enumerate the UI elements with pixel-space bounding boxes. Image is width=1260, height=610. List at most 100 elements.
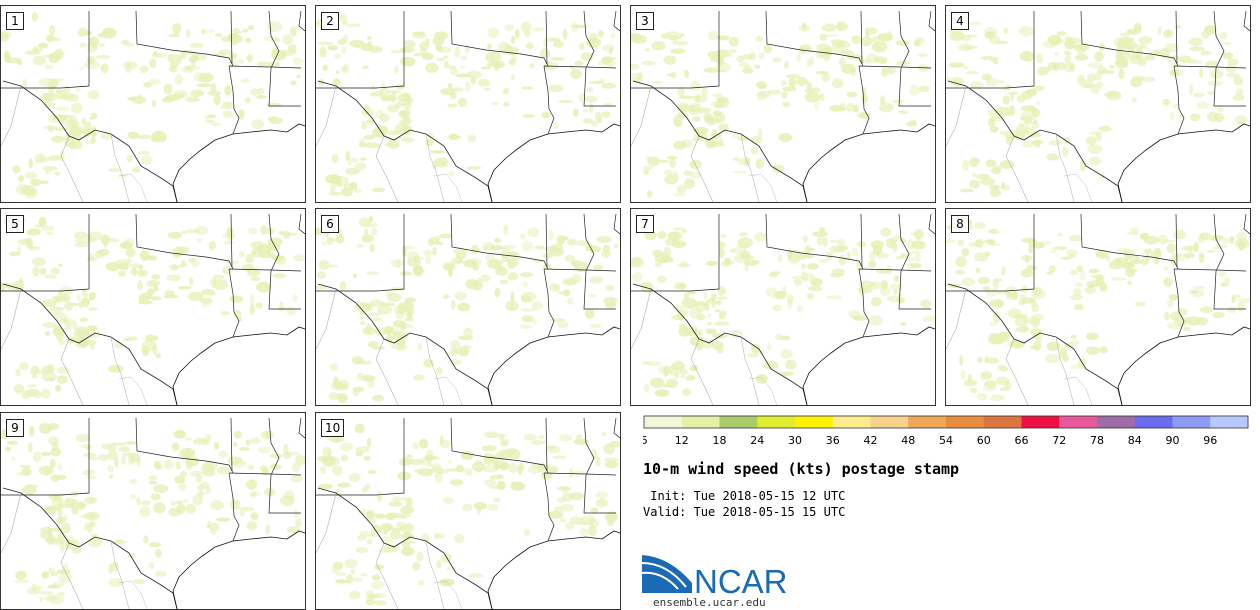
wind-blob	[778, 253, 783, 264]
wind-blob	[891, 99, 905, 104]
wind-blob	[371, 85, 376, 90]
wind-blob	[429, 455, 440, 461]
wind-blob	[510, 253, 521, 262]
wind-blob	[296, 74, 301, 79]
wind-blob	[196, 238, 203, 243]
wind-blob	[148, 78, 161, 85]
wind-blob	[184, 229, 201, 233]
wind-blob	[383, 530, 389, 535]
boundary-line	[860, 10, 863, 65]
wind-blob	[989, 188, 1002, 198]
boundary-line	[316, 214, 405, 292]
wind-blob	[201, 29, 206, 34]
wind-blob	[1131, 97, 1137, 103]
wind-blob	[1024, 255, 1030, 263]
wind-blob	[405, 497, 413, 509]
wind-blob	[374, 564, 385, 570]
wind-blob	[559, 518, 567, 523]
wind-blob	[530, 440, 545, 445]
wind-blob	[29, 370, 45, 375]
wind-blob	[798, 25, 811, 32]
wind-blob	[893, 235, 901, 240]
wind-blob	[1094, 51, 1104, 62]
wind-blob	[751, 343, 760, 354]
wind-blob	[403, 40, 416, 49]
wind-blob	[31, 583, 38, 591]
wind-blob	[552, 285, 560, 291]
wind-blob	[286, 526, 300, 534]
wind-blob	[51, 496, 64, 507]
wind-blob	[39, 596, 44, 603]
boundary-line	[858, 65, 870, 135]
wind-blob	[1164, 42, 1180, 53]
wind-blob	[565, 522, 575, 531]
wind-blob	[502, 244, 516, 249]
boundary-line	[298, 213, 305, 235]
wind-blob	[422, 52, 434, 61]
wind-blob	[381, 536, 393, 545]
wind-blob	[976, 173, 991, 180]
boundary-line	[172, 530, 305, 609]
wind-blob	[589, 103, 594, 113]
wind-blob	[1076, 265, 1084, 273]
wind-blob	[703, 291, 708, 300]
ncar-logo: NCAR	[642, 555, 788, 597]
wind-blob	[75, 88, 81, 92]
wind-blob	[92, 43, 98, 50]
wind-blob	[391, 496, 403, 503]
wind-blob	[363, 134, 376, 140]
wind-blob	[69, 490, 79, 497]
wind-blob	[196, 491, 207, 496]
wind-blob	[41, 371, 58, 382]
boundary-line	[316, 492, 337, 554]
wind-blob	[523, 433, 537, 441]
wind-blob	[430, 236, 440, 245]
boundary-line	[118, 173, 148, 202]
boundary-line	[316, 418, 405, 496]
wind-blob	[274, 256, 287, 265]
wind-blob	[1064, 55, 1072, 64]
wind-blob	[229, 53, 238, 60]
wind-blob	[218, 450, 228, 458]
wind-blob	[318, 259, 330, 270]
wind-blob	[983, 286, 990, 291]
wind-blob	[329, 183, 336, 194]
wind-blob	[873, 56, 888, 64]
wind-blob	[392, 335, 405, 341]
wind-blob	[39, 180, 49, 185]
wind-blob	[732, 157, 740, 161]
wind-blob	[1212, 311, 1226, 319]
wind-blob	[154, 548, 162, 558]
boundary-line	[317, 80, 493, 202]
wind-blob	[608, 440, 620, 448]
wind-blob	[823, 236, 828, 248]
wind-blob	[335, 392, 342, 398]
wind-blob	[1007, 91, 1019, 95]
wind-blob	[570, 21, 578, 33]
wind-blob	[985, 288, 1000, 297]
colorbar-tick-label: 12	[675, 434, 689, 445]
wind-blob	[695, 301, 707, 313]
wind-blob	[363, 222, 378, 228]
wind-blob	[646, 190, 653, 198]
wind-blob	[846, 91, 858, 98]
wind-blob	[1125, 268, 1138, 273]
wind-blob	[780, 335, 791, 341]
wind-blob	[499, 462, 509, 471]
boundary-line	[268, 474, 301, 514]
wind-blob	[754, 232, 768, 242]
wind-blob	[407, 258, 412, 263]
wind-blob	[715, 300, 722, 306]
wind-blob	[153, 285, 159, 292]
wind-blob	[335, 579, 348, 584]
wind-blob	[988, 322, 997, 326]
boundary-line	[928, 213, 935, 235]
wind-blob	[914, 252, 921, 263]
wind-blob	[1062, 354, 1069, 362]
wind-blob	[250, 491, 256, 498]
wind-blob	[848, 310, 860, 319]
wind-blob	[729, 248, 736, 253]
wind-blob	[1217, 271, 1226, 277]
wind-blob	[149, 58, 157, 68]
wind-blob	[467, 134, 477, 143]
